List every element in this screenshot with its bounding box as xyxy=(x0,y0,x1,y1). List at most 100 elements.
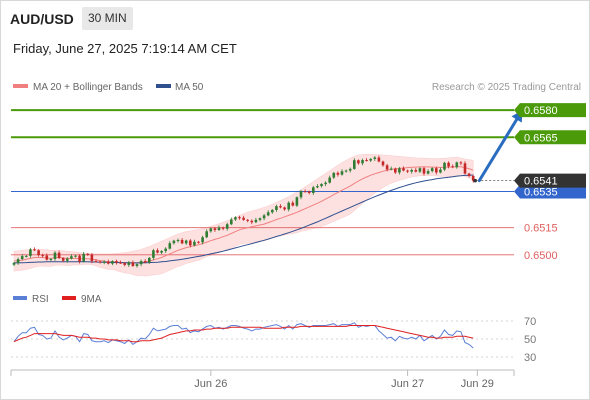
candle-body xyxy=(336,172,340,175)
level-labels: 0.6580 0.6565 0.6535 0.6515 0.6500 0.6541 xyxy=(514,103,586,262)
candle-body xyxy=(225,224,229,229)
candle-body xyxy=(70,256,73,259)
symbol-title: AUD/USD xyxy=(10,11,74,27)
rsi-ma-legend-swatch xyxy=(62,296,76,300)
candle-body xyxy=(111,261,114,264)
candle-body xyxy=(189,240,192,246)
candle-body xyxy=(61,258,65,261)
candle-body xyxy=(418,168,422,172)
candle-body xyxy=(49,258,53,260)
candle-body xyxy=(357,160,360,164)
candle-body xyxy=(139,261,143,265)
candles xyxy=(12,155,475,268)
candle-body xyxy=(131,262,135,266)
candle-body xyxy=(353,160,356,169)
candle-body xyxy=(307,191,311,193)
candle-body xyxy=(459,162,463,164)
candle-body xyxy=(451,166,454,168)
candle-body xyxy=(430,168,434,172)
rsi-line xyxy=(13,322,474,349)
candle-body xyxy=(123,263,126,265)
candle-body xyxy=(312,187,315,193)
candle-body xyxy=(184,240,188,244)
candle-body xyxy=(230,219,233,225)
candle-body xyxy=(57,252,61,259)
level-label-0.6580: 0.6580 xyxy=(524,105,558,117)
candle-body xyxy=(41,255,44,257)
candle-body xyxy=(258,218,262,220)
candle-body xyxy=(78,255,81,262)
candle-body xyxy=(66,258,69,261)
candle-body xyxy=(20,256,24,260)
candle-body xyxy=(394,168,397,173)
candle-body xyxy=(471,175,475,181)
candle-body xyxy=(221,227,225,229)
candle-body xyxy=(16,259,20,263)
candle-body xyxy=(389,168,393,170)
candle-body xyxy=(262,215,266,219)
candle-body xyxy=(250,220,254,223)
rsi-panel: 70 50 30 xyxy=(11,316,536,364)
forecast-arrow xyxy=(477,118,519,183)
candle-body xyxy=(238,217,241,219)
candle-body xyxy=(172,240,176,244)
candle-body xyxy=(275,206,278,210)
candle-body xyxy=(197,241,200,243)
rsi-legend-label: RSI xyxy=(32,294,49,305)
ma20-legend-label: MA 20 + Bollinger Bands xyxy=(33,82,143,93)
candle-body xyxy=(295,197,299,206)
candle-body xyxy=(90,254,94,262)
moving-averages xyxy=(13,166,474,264)
x-tick-label: Jun 29 xyxy=(461,378,494,390)
candle-body xyxy=(148,257,151,263)
candle-body xyxy=(82,253,85,262)
level-label-0.6535: 0.6535 xyxy=(524,187,558,199)
candle-body xyxy=(143,261,147,263)
candle-body xyxy=(86,253,90,255)
candle-body xyxy=(213,228,217,231)
candle-body xyxy=(74,255,77,257)
rsi-tick-70: 70 xyxy=(524,316,536,328)
rsi-ma-line xyxy=(13,325,474,343)
candle-body xyxy=(53,252,57,259)
candle-body xyxy=(439,169,442,173)
candle-body xyxy=(381,161,385,166)
candle-body xyxy=(340,171,344,175)
level-label-0.6515: 0.6515 xyxy=(524,223,558,235)
last-price-dot xyxy=(473,178,478,183)
x-tick-label: Jun 27 xyxy=(391,378,424,390)
forecast-arrow-group xyxy=(477,110,523,183)
candle-body xyxy=(435,168,438,173)
candle-body xyxy=(152,250,155,258)
candle-body xyxy=(320,184,323,187)
level-badge-0.6535 xyxy=(514,184,586,199)
candle-body xyxy=(410,169,413,172)
ma20-line xyxy=(13,166,474,264)
level-badge-0.6565 xyxy=(514,130,586,145)
last-price-marker xyxy=(473,178,514,183)
candle-body xyxy=(242,217,245,220)
x-axis: Jun 26 Jun 27 Jun 29 xyxy=(10,369,515,390)
candle-body xyxy=(205,231,208,238)
candle-body xyxy=(328,177,331,183)
candle-body xyxy=(361,160,364,164)
candle-body xyxy=(398,168,401,173)
timeframe-button[interactable]: 30 MIN xyxy=(82,7,133,30)
candle-body xyxy=(266,212,270,216)
candle-body xyxy=(29,249,32,256)
candle-body xyxy=(377,157,381,162)
candle-body xyxy=(115,261,118,263)
candle-body xyxy=(234,217,237,220)
candle-body xyxy=(217,227,221,231)
candle-body xyxy=(332,172,336,178)
level-label-0.6500: 0.6500 xyxy=(524,250,558,262)
candle-body xyxy=(107,261,110,264)
candle-body xyxy=(291,202,295,206)
candle-body xyxy=(168,243,172,249)
candle-body xyxy=(463,163,467,174)
candle-body xyxy=(271,209,274,213)
level-badge-0.6580 xyxy=(514,103,586,118)
candle-body xyxy=(164,248,167,251)
candle-body xyxy=(33,249,36,251)
candle-body xyxy=(422,168,426,174)
